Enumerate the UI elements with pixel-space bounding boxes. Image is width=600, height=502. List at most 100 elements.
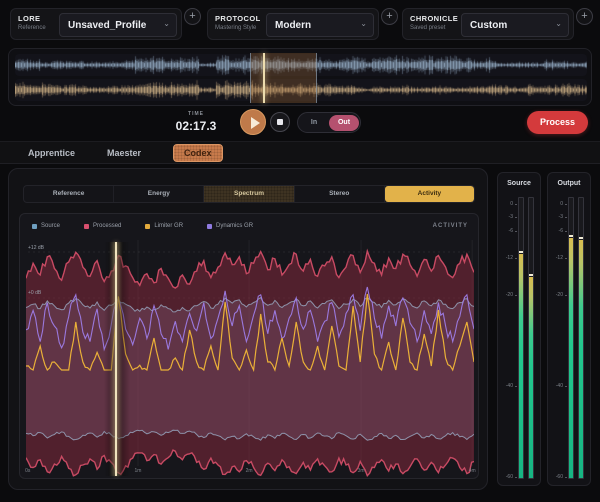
time-display: TIME 02:17.3 bbox=[156, 111, 236, 133]
meter-tick-label: -3 bbox=[508, 214, 513, 221]
monitor-toggle[interactable]: In Out bbox=[297, 112, 361, 133]
meter-tick-label: -60 bbox=[505, 473, 513, 480]
play-button[interactable] bbox=[240, 109, 266, 135]
saved-preset-value: Custom bbox=[470, 20, 508, 31]
chronicle-labels: CHRONICLE Saved preset bbox=[410, 14, 458, 31]
time-label: TIME bbox=[188, 111, 204, 117]
meter-tick-mark bbox=[564, 203, 567, 205]
legend-swatch bbox=[207, 223, 213, 229]
saved-preset-select[interactable]: Custom ⌄ bbox=[461, 13, 569, 37]
play-icon bbox=[251, 117, 260, 129]
meter-tick-label: 0 bbox=[560, 200, 563, 207]
legend-label: Limiter GR bbox=[154, 223, 184, 229]
reference-profile-select[interactable]: Unsaved_Profile ⌄ bbox=[59, 13, 177, 37]
lore-sublabel: Reference bbox=[18, 25, 46, 31]
chronicle-sublabel: Saved preset bbox=[410, 25, 446, 31]
output-waveform[interactable] bbox=[15, 79, 587, 101]
meter-tick-mark bbox=[564, 385, 567, 387]
meter-tick-label: -40 bbox=[555, 382, 563, 389]
overview-playhead[interactable] bbox=[263, 53, 266, 103]
stop-button[interactable] bbox=[270, 112, 290, 132]
lore-label: LORE bbox=[18, 14, 41, 23]
tab-maester[interactable]: Maester bbox=[107, 147, 142, 158]
process-button[interactable]: Process bbox=[527, 111, 588, 134]
subtab-reference[interactable]: Reference bbox=[24, 186, 115, 202]
chevron-down-icon: ⌄ bbox=[360, 19, 367, 28]
legend-item-limiter-gr: Limiter GR bbox=[145, 223, 183, 229]
meter-tick-mark bbox=[564, 294, 567, 296]
legend-item-dynamics-gr: Dynamics GR bbox=[207, 223, 253, 229]
add-protocol-button[interactable]: + bbox=[381, 8, 398, 25]
meter-tick-label: -6 bbox=[558, 227, 563, 234]
meter-tick-mark bbox=[514, 294, 517, 296]
view-mode-bar: Reference Energy Spectrum Stereo Activity bbox=[23, 185, 475, 203]
protocol-group: PROTOCOL Mastering Style Modern ⌄ bbox=[207, 8, 379, 40]
meter-bar bbox=[528, 197, 534, 479]
meter-tick-label: -40 bbox=[505, 382, 513, 389]
reference-profile-value: Unsaved_Profile bbox=[68, 20, 147, 31]
legend-swatch bbox=[32, 223, 37, 229]
meter-title: Output bbox=[557, 180, 581, 187]
chart-legend: Source Processed Limiter GR Dynamics GR bbox=[32, 220, 253, 232]
activity-plot[interactable] bbox=[26, 240, 474, 478]
meter-tick-mark bbox=[514, 476, 517, 478]
meter-tick-mark bbox=[514, 217, 517, 219]
meter-bar bbox=[578, 197, 584, 479]
subtab-energy[interactable]: Energy bbox=[114, 186, 205, 202]
x-tick-label: 2m bbox=[245, 468, 253, 474]
chevron-down-icon: ⌄ bbox=[163, 19, 170, 28]
legend-label: Processed bbox=[93, 223, 122, 229]
y-axis-label-zero: +0 dB bbox=[28, 290, 42, 296]
chronicle-group: CHRONICLE Saved preset Custom ⌄ bbox=[402, 8, 574, 40]
meter-peak-cap bbox=[569, 235, 573, 238]
subtab-stereo[interactable]: Stereo bbox=[295, 186, 385, 202]
meter-bar-fill bbox=[529, 276, 533, 478]
x-tick-label: 3m bbox=[357, 468, 365, 474]
source-meter-panel: Source 0 -3 -6 -12 -20 -40 -60 bbox=[497, 172, 541, 486]
lore-group: LORE Reference Unsaved_Profile ⌄ bbox=[10, 8, 182, 40]
legend-label: Dynamics GR bbox=[216, 223, 254, 229]
legend-item-source: Source bbox=[32, 223, 60, 229]
x-tick-label: 4m bbox=[468, 468, 476, 474]
monitor-out-option[interactable]: Out bbox=[329, 115, 359, 131]
chart-title: ACTIVITY bbox=[432, 223, 468, 229]
meter-bar bbox=[568, 197, 574, 479]
mastering-style-value: Modern bbox=[275, 20, 312, 31]
meter-tick-label: -12 bbox=[505, 255, 513, 262]
tab-apprentice[interactable]: Apprentice bbox=[28, 147, 76, 158]
meter-bar-fill bbox=[519, 254, 523, 478]
subtab-spectrum[interactable]: Spectrum bbox=[204, 186, 295, 202]
protocol-labels: PROTOCOL Mastering Style bbox=[215, 14, 261, 31]
tab-codex[interactable]: Codex bbox=[173, 143, 223, 162]
protocol-label: PROTOCOL bbox=[215, 14, 261, 23]
mastering-style-select[interactable]: Modern ⌄ bbox=[266, 13, 374, 37]
meter-tick-label: -3 bbox=[558, 214, 563, 221]
chevron-down-icon: ⌄ bbox=[555, 19, 562, 28]
y-axis-label-top: +12 dB bbox=[28, 245, 44, 251]
meter-tick-label: -12 bbox=[555, 255, 563, 262]
add-reference-button[interactable]: + bbox=[184, 8, 201, 25]
loop-selection-region[interactable] bbox=[250, 53, 317, 103]
legend-swatch bbox=[84, 223, 90, 229]
chart-playhead[interactable] bbox=[115, 242, 117, 476]
meter-bar bbox=[518, 197, 524, 479]
add-chronicle-button[interactable]: + bbox=[576, 8, 593, 25]
stop-icon bbox=[277, 119, 283, 125]
meter-tick-mark bbox=[564, 258, 567, 260]
monitor-in-option[interactable]: In bbox=[310, 119, 318, 126]
meter-tick-label: -20 bbox=[555, 291, 563, 298]
meter-tick-mark bbox=[564, 476, 567, 478]
meter-tick-mark bbox=[514, 203, 517, 205]
meter-bar-fill bbox=[569, 238, 573, 478]
output-meter-panel: Output 0 -3 -6 -12 -20 -40 -60 bbox=[547, 172, 591, 486]
activity-chart: Source Processed Limiter GR Dynamics GR ACT… bbox=[19, 213, 479, 479]
protocol-sublabel: Mastering Style bbox=[215, 25, 257, 31]
meter-tick-label: -20 bbox=[505, 291, 513, 298]
legend-label: Source bbox=[41, 223, 61, 229]
subtab-activity[interactable]: Activity bbox=[384, 186, 474, 202]
source-waveform[interactable] bbox=[15, 54, 587, 76]
waveform-overview[interactable] bbox=[8, 48, 592, 106]
time-value: 02:17.3 bbox=[175, 119, 217, 133]
lore-labels: LORE Reference bbox=[18, 14, 46, 31]
